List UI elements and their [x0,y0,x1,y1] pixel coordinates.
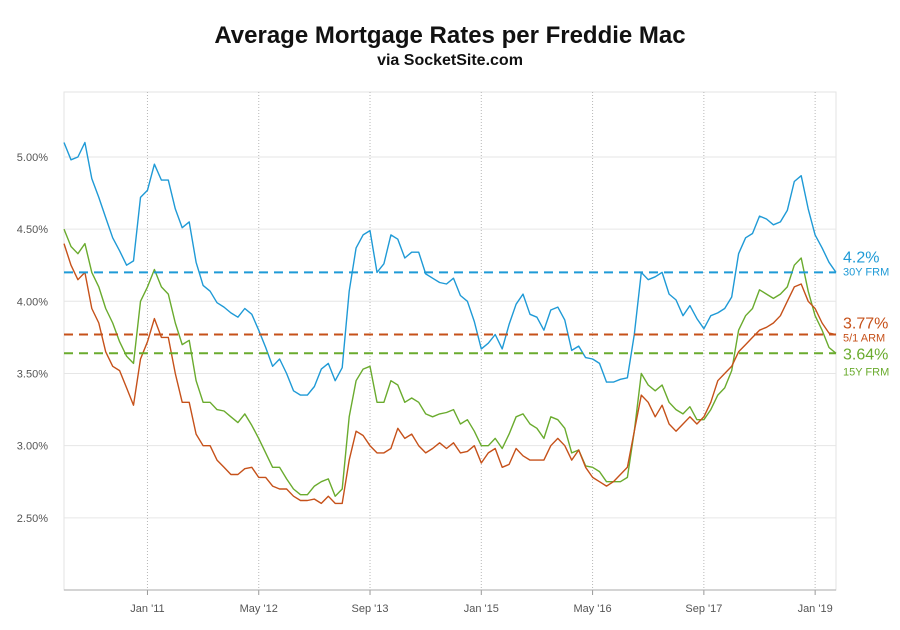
y-tick-label: 3.00% [17,441,48,453]
y-tick-label: 5.00% [17,152,48,164]
reference-value-label: 3.77% [843,316,888,333]
y-tick-label: 2.50% [17,513,48,525]
x-tick-label: Sep '17 [685,603,722,615]
y-tick-label: 4.50% [17,224,48,236]
series-line-5-1-arm [63,243,837,505]
x-tick-label: Sep '13 [352,603,389,615]
x-tick-label: May '12 [240,603,278,615]
x-tick-label: Jan '15 [464,603,499,615]
series-name-label: 15Y FRM [843,366,889,378]
y-tick-label: 3.50% [17,368,48,380]
y-tick-label: 4.00% [17,296,48,308]
chart-title: Average Mortgage Rates per Freddie Mac [214,22,686,49]
series-line-30y-frm [63,141,837,396]
plot-area-frame [63,91,837,591]
x-tick-label: Jan '19 [798,603,833,615]
series-name-label: 5/1 ARM [843,333,885,345]
series-name-label: 30Y FRM [843,266,889,278]
series-line-15y-frm [63,228,837,497]
x-tick-label: May '16 [573,603,611,615]
chart-subtitle: via SocketSite.com [377,52,523,69]
reference-value-label: 3.64% [843,346,888,363]
reference-value-label: 4.2% [843,249,879,266]
x-tick-label: Jan '11 [130,603,164,615]
